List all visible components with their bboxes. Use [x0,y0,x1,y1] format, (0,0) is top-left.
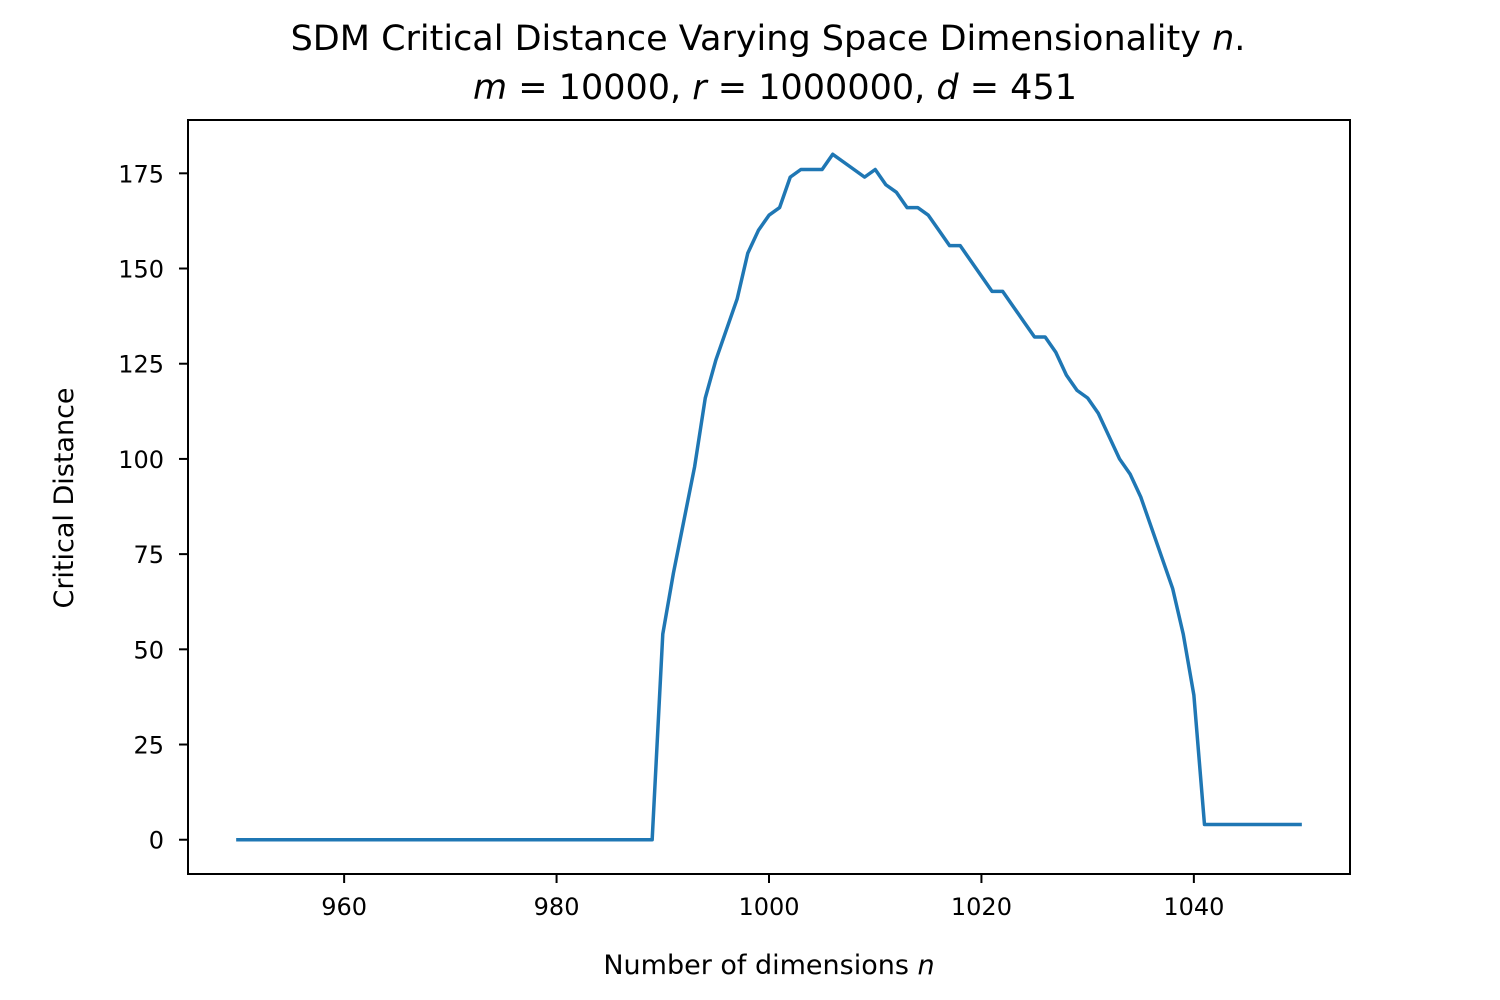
y-tick-label: 50 [133,636,164,664]
title-line-1-var: n [1212,19,1234,59]
title-line-1-prefix: SDM Critical Distance Varying Space Dime… [291,19,1213,59]
chart-title: SDM Critical Distance Varying Space Dime… [291,19,1246,108]
title-var-d: d [936,68,959,108]
y-tick-label: 0 [149,827,164,855]
x-axis: 960 980 1000 1020 1040 [321,874,1224,921]
x-axis-label-var: n [918,950,935,981]
critical-distance-line [236,152,1302,842]
y-tick-label: 175 [118,160,164,188]
title-eq-m: = 10000, [507,68,692,108]
title-var-m: m [473,68,507,108]
x-axis-label-prefix: Number of dimensions [603,950,917,981]
y-axis: 0 25 50 75 100 125 150 175 [118,160,188,855]
x-tick-label: 980 [534,893,580,921]
y-tick-label: 150 [118,256,164,284]
plot-area [187,119,1351,875]
chart-title-line-2: m = 10000, r = 1000000, d = 451 [473,68,1077,108]
y-tick-label: 75 [133,541,164,569]
y-axis-label: Critical Distance [49,387,80,608]
chart-title-line-1: SDM Critical Distance Varying Space Dime… [291,19,1246,59]
x-tick-label: 960 [321,893,367,921]
title-var-r: r [692,68,709,108]
axes-frame [187,119,1351,875]
y-tick-label: 25 [133,732,164,760]
y-tick-label: 100 [118,446,164,474]
x-tick-label: 1020 [951,893,1012,921]
title-eq-r: = 1000000, [707,68,937,108]
title-eq-d: = 451 [959,68,1077,108]
title-line-1-suffix: . [1234,19,1245,59]
y-tick-label: 125 [118,351,164,379]
x-axis-label: Number of dimensions n [603,950,934,981]
x-tick-label: 1000 [738,893,799,921]
x-tick-label: 1040 [1163,893,1224,921]
